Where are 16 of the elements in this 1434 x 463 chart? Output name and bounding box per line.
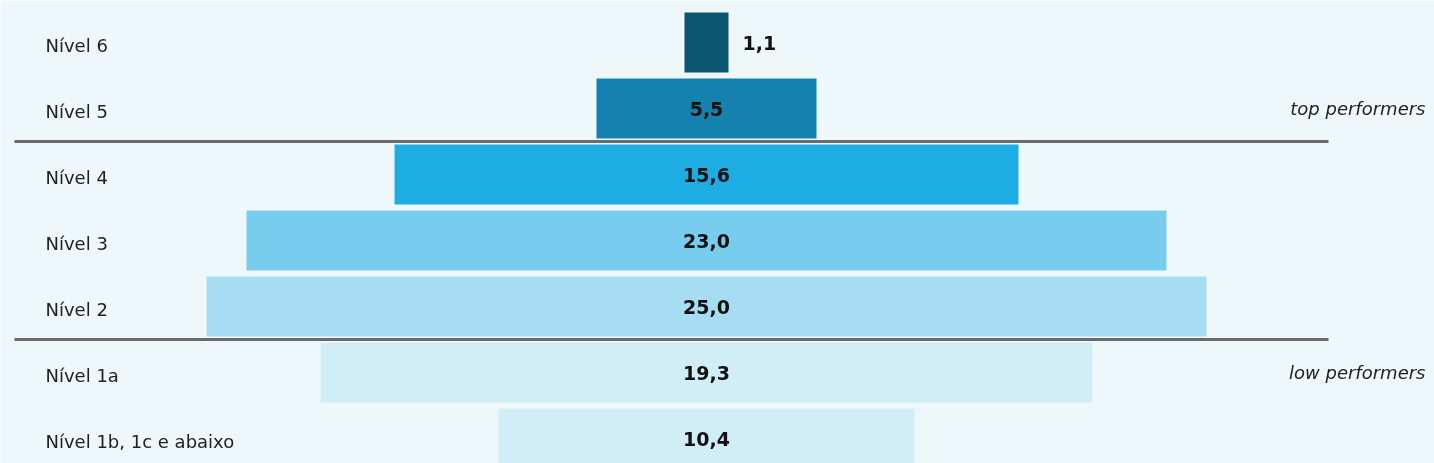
category-label: Nível 1a bbox=[45, 365, 119, 387]
category-label: Nível 4 bbox=[45, 167, 108, 189]
data-label: 19,3 bbox=[683, 361, 730, 384]
text: low performers bbox=[1289, 362, 1426, 383]
category-label: Nível 5 bbox=[45, 101, 108, 123]
category-label: Nível 6 bbox=[45, 35, 108, 57]
category-label: Nível 2 bbox=[45, 299, 108, 321]
data-label: 25,0 bbox=[683, 295, 730, 318]
text: top performers bbox=[1290, 98, 1426, 119]
category-label: Nível 3 bbox=[45, 233, 108, 255]
category-label: Nível 1b, 1c e abaixo bbox=[45, 431, 235, 453]
data-label: 1,1 bbox=[742, 31, 777, 54]
data-label: 10,4 bbox=[683, 427, 730, 450]
data-label: 5,5 bbox=[689, 97, 724, 120]
data-label: 23,0 bbox=[683, 229, 730, 252]
data-label: 15,6 bbox=[683, 163, 730, 186]
